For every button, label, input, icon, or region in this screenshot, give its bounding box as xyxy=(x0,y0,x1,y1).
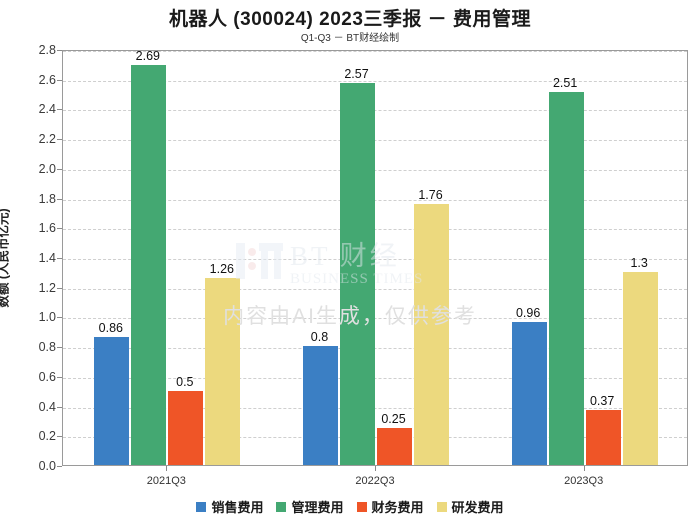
legend-label: 研发费用 xyxy=(451,500,504,515)
bar[interactable] xyxy=(340,83,375,465)
y-tick-label: 2.6 xyxy=(38,72,56,87)
x-tick-label: 2021Q3 xyxy=(146,475,186,487)
gridline xyxy=(63,377,687,379)
y-tick-label: 2.2 xyxy=(38,132,56,147)
bar-value-label: 2.57 xyxy=(344,67,369,82)
bar[interactable] xyxy=(548,92,584,465)
legend-swatch-icon xyxy=(356,501,367,512)
bar-value-label: 0.5 xyxy=(176,374,194,389)
x-tick-mark xyxy=(583,466,585,471)
bar-value-label: 0.96 xyxy=(515,306,541,321)
x-tick-label: 2022Q3 xyxy=(355,475,395,487)
legend-item[interactable]: 研发费用 xyxy=(436,497,504,516)
x-tick-label: 2023Q3 xyxy=(564,475,604,487)
gridline xyxy=(63,199,687,201)
bar[interactable] xyxy=(511,322,547,465)
y-tick-label: 1.6 xyxy=(38,221,56,236)
bar-value-label: 1.26 xyxy=(209,261,234,276)
y-tick-label: 2.4 xyxy=(38,102,56,117)
bar[interactable] xyxy=(585,410,621,465)
bar[interactable] xyxy=(414,203,449,465)
chart-title: 机器人 (300024) 2023三季报 － 费用管理 xyxy=(169,9,531,30)
plot-area xyxy=(62,50,688,466)
gridline xyxy=(63,169,687,171)
legend-label: 财务费用 xyxy=(371,500,424,515)
y-axis-label: 数额 (人民币亿元) xyxy=(0,208,11,308)
chart-subtitle: Q1-Q3 － BT财经绘制 xyxy=(300,33,400,44)
gridline xyxy=(63,229,687,231)
legend-swatch-icon xyxy=(196,501,207,512)
bar-value-label: 0.37 xyxy=(589,394,615,409)
legend-label: 管理费用 xyxy=(291,500,344,515)
y-tick-label: 2.0 xyxy=(38,161,56,176)
bar-value-label: 2.69 xyxy=(135,49,160,64)
bar[interactable] xyxy=(205,277,241,465)
y-tick-label: 0.4 xyxy=(38,399,56,414)
y-tick-label: 0.6 xyxy=(38,369,56,384)
bar-value-label: 1.3 xyxy=(630,255,648,270)
bar[interactable] xyxy=(303,346,338,465)
legend-item[interactable]: 销售费用 xyxy=(196,497,263,516)
y-tick-label: 0.0 xyxy=(38,459,56,473)
gridline xyxy=(63,110,687,112)
y-tick-label: 0.2 xyxy=(38,429,56,444)
y-tick-label: 2.8 xyxy=(38,43,56,57)
y-tick-label: 1.8 xyxy=(38,191,56,206)
gridline xyxy=(63,80,687,82)
gridline xyxy=(63,259,687,260)
gridline xyxy=(63,318,687,320)
y-tick-label: 1.0 xyxy=(38,310,56,325)
legend-label: 销售费用 xyxy=(211,500,264,515)
gridline xyxy=(63,51,687,52)
bar[interactable] xyxy=(622,271,658,465)
bar[interactable] xyxy=(377,427,412,465)
x-tick-mark xyxy=(166,466,168,471)
gridline xyxy=(63,348,687,350)
y-tick-mark xyxy=(57,466,62,467)
bar-value-label: 0.86 xyxy=(98,321,123,336)
bar-value-label: 2.51 xyxy=(552,76,578,91)
y-tick-label: 1.4 xyxy=(38,251,56,265)
bar-value-label: 1.76 xyxy=(418,187,443,202)
bar[interactable] xyxy=(94,337,130,465)
legend-item[interactable]: 管理费用 xyxy=(276,497,344,516)
bar-value-label: 0.8 xyxy=(310,330,329,345)
legend: 销售费用 管理费用 财务费用 研发费用 xyxy=(0,497,700,516)
bar-value-label: 0.25 xyxy=(381,411,406,426)
bar[interactable] xyxy=(168,390,204,465)
gridline xyxy=(63,407,687,409)
bar[interactable] xyxy=(131,65,167,465)
legend-swatch-icon xyxy=(276,501,287,512)
x-tick-mark xyxy=(375,466,376,471)
gridline xyxy=(63,288,687,290)
gridline xyxy=(63,140,687,142)
legend-swatch-icon xyxy=(436,501,447,512)
y-tick-label: 1.2 xyxy=(38,280,56,295)
y-tick-label: 0.8 xyxy=(38,340,56,355)
legend-item[interactable]: 财务费用 xyxy=(356,497,424,516)
gridline xyxy=(63,437,687,439)
